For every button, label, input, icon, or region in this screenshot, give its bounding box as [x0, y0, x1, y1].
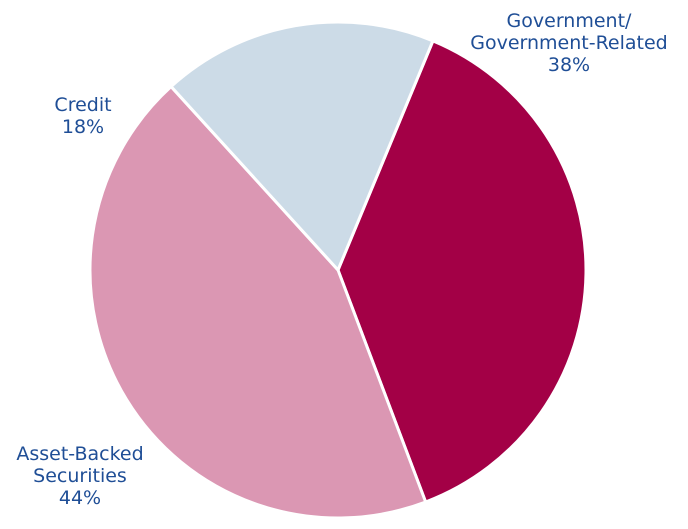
pie-slice-asset-backed	[88, 85, 428, 520]
slice-label-credit-line-1: Credit	[54, 94, 112, 116]
pie-slice-credit	[169, 20, 435, 272]
slice-label-asset-backed: Asset-Backed Securities 44%	[0, 443, 160, 509]
slice-label-asset-backed-line-1: Asset-Backed	[16, 443, 144, 465]
slice-label-credit-percent: 18%	[61, 116, 105, 138]
slice-label-credit: Credit 18%	[33, 94, 133, 138]
pie-slice-government	[336, 39, 588, 504]
slice-label-government: Government/ Government-Related 38%	[454, 10, 684, 76]
slice-label-government-line-1: Government/	[506, 10, 632, 32]
slice-label-government-percent: 38%	[547, 54, 591, 76]
slice-label-asset-backed-line-2: Securities	[33, 465, 127, 487]
slice-label-asset-backed-percent: 44%	[58, 487, 102, 509]
slice-label-government-line-2: Government-Related	[470, 32, 668, 54]
